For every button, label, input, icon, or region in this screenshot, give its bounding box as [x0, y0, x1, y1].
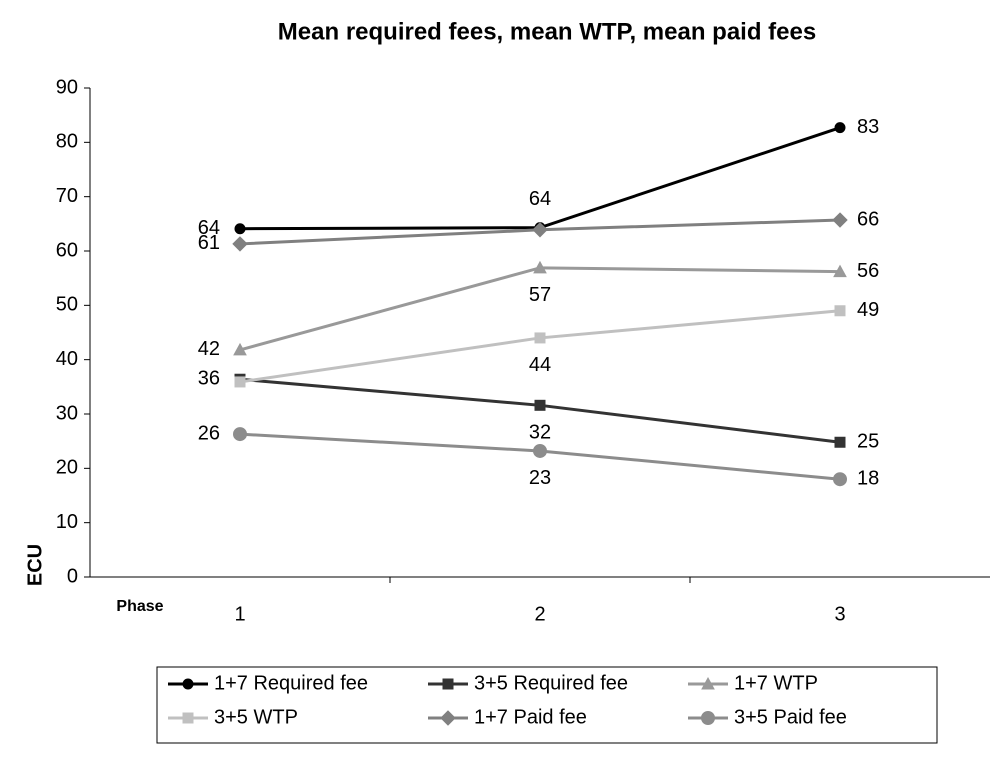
y-tick-label: 80 [56, 131, 78, 153]
data-label: 25 [857, 431, 879, 453]
x-tick-label: 1 [234, 603, 245, 625]
y-axis-label: ECU [24, 544, 46, 586]
data-label: 66 [857, 208, 879, 230]
data-label: 83 [857, 116, 879, 138]
data-label: 64 [198, 217, 220, 239]
legend-marker [701, 711, 715, 725]
data-point [234, 376, 246, 388]
x-tick-label: 2 [534, 603, 545, 625]
data-point [232, 236, 248, 252]
data-label: 44 [529, 354, 551, 376]
data-point [533, 443, 547, 458]
series-line [239, 126, 841, 231]
data-point [234, 223, 246, 235]
data-point [233, 342, 247, 356]
legend-label: 3+5 Paid fee [734, 706, 847, 728]
data-point [532, 222, 548, 238]
y-tick-label: 90 [56, 76, 78, 98]
y-tick-label: 40 [56, 348, 78, 370]
data-point [832, 212, 848, 228]
legend-item: 3+5 Paid fee [688, 706, 847, 728]
data-label: 32 [529, 422, 551, 444]
legend-marker [182, 712, 194, 724]
legend-box [156, 666, 938, 744]
legend-marker [182, 678, 194, 690]
chart-title: Mean required fees, mean WTP, mean paid … [278, 18, 816, 45]
legend-item: 1+7 Required fee [168, 672, 368, 694]
y-tick-label: 70 [56, 185, 78, 207]
data-label: 36 [198, 368, 220, 390]
data-label: 57 [529, 284, 551, 306]
data-point [233, 427, 247, 442]
y-tick-label: 50 [56, 294, 78, 316]
data-point [834, 305, 846, 317]
data-label: 56 [857, 260, 879, 282]
legend-label: 3+5 WTP [214, 706, 298, 728]
data-label: 42 [198, 338, 220, 360]
y-tick-label: 20 [56, 457, 78, 479]
y-tick-label: 10 [56, 511, 78, 533]
data-point [534, 399, 546, 411]
legend-label: 1+7 Required fee [214, 672, 368, 694]
data-point [834, 436, 846, 448]
y-tick-label: 30 [56, 402, 78, 424]
legend-label: 1+7 WTP [734, 672, 818, 694]
data-label: 18 [857, 467, 879, 489]
data-label: 61 [198, 232, 220, 254]
x-tick-label: 3 [834, 603, 845, 625]
data-point [533, 260, 547, 274]
data-point [534, 332, 546, 344]
data-point [834, 122, 846, 134]
x-axis-label: Phase [116, 598, 163, 615]
legend-marker [701, 676, 715, 690]
legend-label: 3+5 Required fee [474, 672, 628, 694]
data-label: 49 [857, 299, 879, 321]
data-point [833, 264, 847, 278]
data-label: 26 [198, 422, 220, 444]
data-point [833, 472, 847, 487]
legend-marker [440, 710, 456, 726]
legend-item: 3+5 Required fee [428, 672, 628, 694]
legend-marker [442, 678, 454, 690]
data-label: 23 [529, 467, 551, 489]
legend-item: 1+7 WTP [688, 672, 818, 694]
y-tick-label: 60 [56, 239, 78, 261]
legend-item: 1+7 Paid fee [428, 706, 587, 728]
data-label: 64 [529, 188, 551, 210]
y-tick-label: 0 [67, 565, 78, 587]
legend-item: 3+5 WTP [168, 706, 298, 728]
legend-label: 1+7 Paid fee [474, 706, 587, 728]
